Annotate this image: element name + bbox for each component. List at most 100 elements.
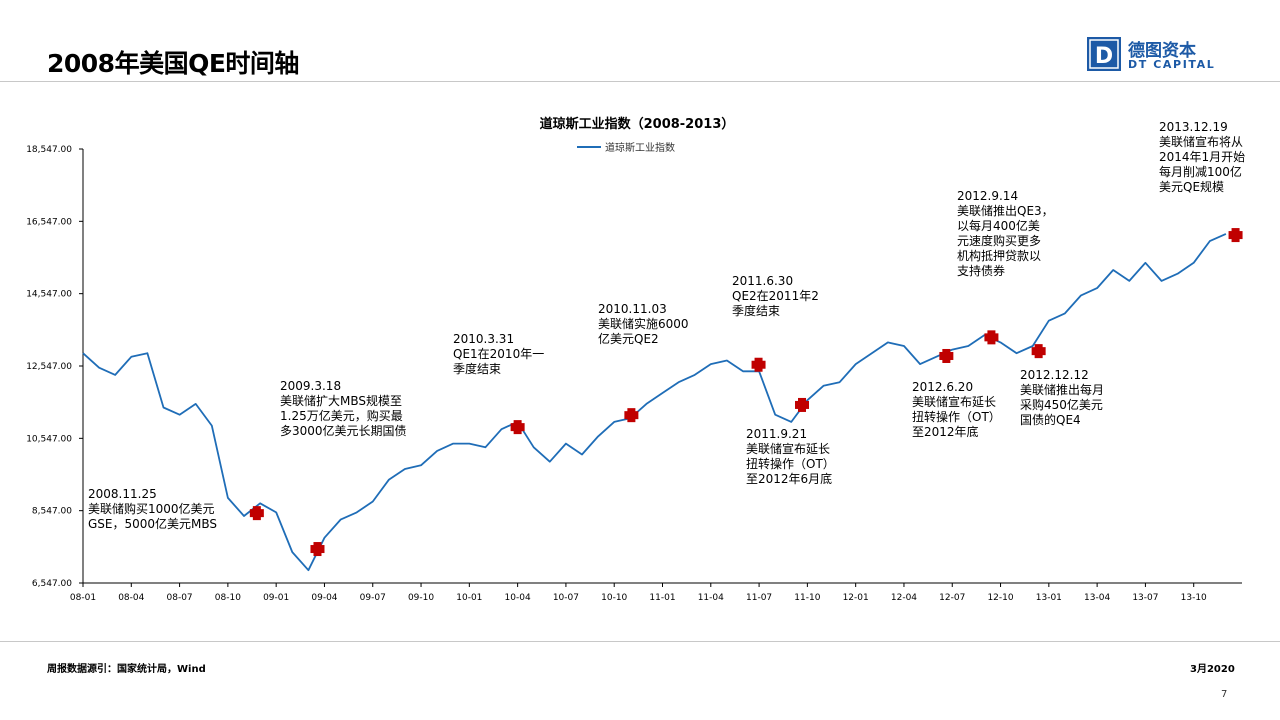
event-annotation-line: 采购450亿美元: [1020, 397, 1103, 412]
x-tick-label: 09-01: [263, 593, 289, 603]
x-tick-label: 11-01: [649, 593, 675, 603]
data-source-note: 周报数据源引：国家统计局，Wind: [47, 664, 206, 675]
x-tick-label: 09-04: [311, 593, 337, 603]
dow-jones-series-line: [82, 233, 1227, 572]
event-annotation-line: 至2012年底: [912, 424, 979, 439]
x-tick-label: 12-04: [891, 593, 917, 603]
event-marker: [310, 542, 325, 557]
svg-text:D: D: [1095, 44, 1113, 69]
event-annotation: 2010.3.31 QE1在2010年一季度结束: [453, 332, 544, 376]
x-tick-label: 08-10: [215, 593, 241, 603]
event-annotation-line: 1.25万亿美元，购买最: [280, 408, 403, 423]
y-tick-label: 6,547.00: [32, 579, 72, 589]
chart-title: 道琼斯工业指数（2008-2013）: [540, 116, 735, 132]
event-marker: [984, 330, 999, 345]
y-tick-label: 14,547.00: [26, 290, 72, 300]
event-annotation-line: GSE，5000亿美元MBS: [88, 516, 217, 531]
x-tick-label: 10-04: [505, 593, 531, 603]
event-marker-v: [1034, 344, 1043, 359]
chart-legend: 道琼斯工业指数: [577, 141, 675, 154]
page-title: 2008年美国QE时间轴: [47, 49, 299, 78]
event-annotation-line: 美元QE规模: [1159, 179, 1224, 194]
event-annotation-line: 扭转操作（OT）: [912, 409, 1001, 424]
event-marker: [510, 420, 525, 435]
x-tick-label: 13-07: [1132, 593, 1158, 603]
y-tick-label: 12,547.00: [26, 362, 72, 372]
event-annotation-line: 多3000亿美元长期国债: [280, 423, 407, 438]
event-marker-v: [627, 408, 636, 423]
event-annotation-line: 美联储购买1000亿美元: [88, 501, 215, 516]
company-logo: D 德图资本 DT CAPITAL: [1087, 37, 1222, 71]
x-tick-label: 11-04: [698, 593, 724, 603]
event-marker-v: [987, 330, 996, 345]
event-annotation-line: 至2012年6月底: [746, 471, 832, 486]
event-annotation-line: 季度结束: [453, 361, 501, 376]
x-tick-label: 13-04: [1084, 593, 1110, 603]
event-annotation-line: QE1在2010年一: [453, 347, 544, 361]
logo-chinese-name: 德图资本: [1128, 41, 1196, 61]
x-tick-label: 12-07: [939, 593, 965, 603]
event-marker-v: [942, 348, 951, 363]
event-annotation-line: 2012.6.20: [912, 380, 973, 394]
header-divider: [0, 81, 1280, 82]
event-annotation: 2012.9.14 美联储推出QE3，以每月400亿美元速度购买更多机构抵押贷款以…: [957, 189, 1054, 278]
x-tick-label: 10-01: [456, 593, 482, 603]
event-annotation: 2012.6.20 美联储宣布延长扭转操作（OT）至2012年底: [912, 380, 1001, 439]
event-annotation-line: 扭转操作（OT）: [746, 456, 835, 471]
event-annotation-line: 亿美元QE2: [598, 331, 659, 346]
x-tick-label: 13-01: [1036, 593, 1062, 603]
legend-label: 道琼斯工业指数: [605, 141, 675, 154]
event-annotation-line: 2008.11.25: [88, 487, 157, 501]
event-marker-v: [798, 397, 807, 412]
event-annotation-line: 以每月400亿美: [957, 218, 1040, 233]
logo-english-name: DT CAPITAL: [1128, 58, 1216, 71]
event-annotation: 2012.12.12 美联储推出每月采购450亿美元国债的QE4: [1020, 368, 1104, 427]
event-annotation-line: 美联储推出QE3，: [957, 203, 1054, 218]
event-marker: [751, 357, 766, 372]
event-marker: [1031, 344, 1046, 359]
y-tick-label: 10,547.00: [26, 434, 72, 444]
event-annotation-line: 美联储宣布将从: [1159, 134, 1243, 149]
x-tick-label: 13-10: [1181, 593, 1207, 603]
event-annotation-line: 2012.12.12: [1020, 368, 1089, 382]
x-tick-label: 09-10: [408, 593, 434, 603]
x-tick-label: 10-07: [553, 593, 579, 603]
y-tick-label: 16,547.00: [26, 217, 72, 227]
event-marker-v: [252, 506, 261, 521]
event-marker: [939, 348, 954, 363]
event-annotation-line: 2011.9.21: [746, 427, 807, 441]
event-annotation-line: 季度结束: [732, 303, 780, 318]
x-tick-label: 11-07: [746, 593, 772, 603]
x-tick-label: 09-07: [360, 593, 386, 603]
event-annotation: 2009.3.18 美联储扩大MBS规模至 1.25万亿美元，购买最多3000亿美元…: [280, 379, 407, 438]
event-marker-v: [1231, 228, 1240, 243]
event-annotation-line: 美联储扩大MBS规模至: [280, 393, 402, 408]
event-annotation-line: 2013.12.19: [1159, 120, 1228, 134]
event-marker-v: [313, 542, 322, 557]
event-marker-v: [513, 420, 522, 435]
x-tick-label: 12-01: [843, 593, 869, 603]
report-date: 3月2020: [1190, 664, 1235, 675]
footer-divider: [0, 641, 1280, 642]
logo-mark-icon: D: [1087, 37, 1121, 71]
event-marker-layer: [249, 228, 1243, 557]
x-tick-label: 08-04: [118, 593, 144, 603]
event-annotation-line: 美联储宣布延长: [912, 394, 996, 409]
x-tick-label: 08-07: [167, 593, 193, 603]
event-annotation: 2010.11.03 美联储实施6000 亿美元QE2: [598, 302, 689, 346]
y-tick-label: 18,547.00: [26, 145, 72, 155]
event-annotation-line: 2012.9.14: [957, 189, 1018, 203]
event-annotation-line: 支持债券: [957, 263, 1005, 278]
event-annotation-line: 美联储宣布延长: [746, 441, 830, 456]
event-annotation-line: 2010.3.31: [453, 332, 514, 346]
event-annotation: 2011.9.21 美联储宣布延长扭转操作（OT）至2012年6月底: [746, 427, 835, 486]
event-annotation-line: 2009.3.18: [280, 379, 341, 393]
event-marker: [1228, 228, 1243, 243]
event-annotation-line: 元速度购买更多: [957, 233, 1041, 248]
event-annotation: 2011.6.30 QE2在2011年2 季度结束: [732, 274, 819, 318]
event-annotation-line: 国债的QE4: [1020, 412, 1081, 427]
y-tick-label: 8,547.00: [32, 507, 72, 517]
event-annotation-line: 机构抵押贷款以: [957, 248, 1041, 263]
event-annotation-line: 每月削减100亿: [1159, 164, 1242, 179]
